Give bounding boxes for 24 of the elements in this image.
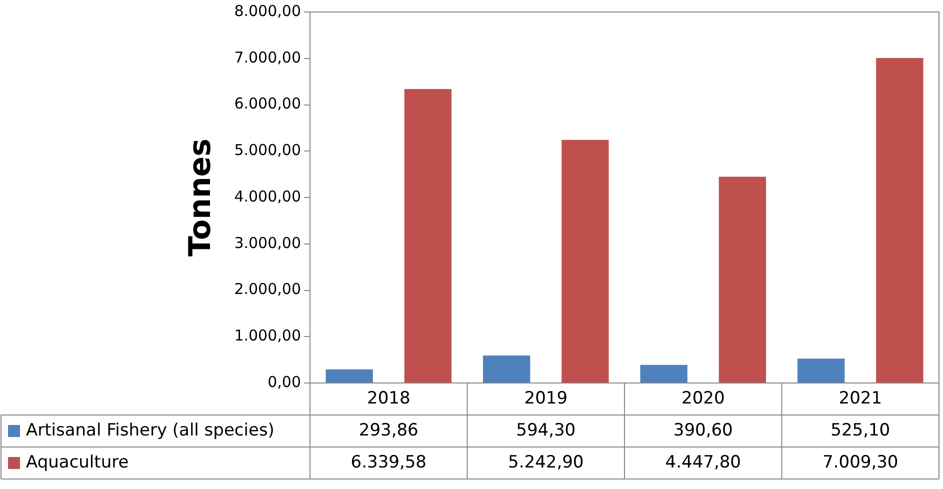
data-label: 6.339,58 [350,452,426,472]
x-tick-label: 2021 [838,388,882,408]
y-tick-label: 8.000,00 [234,2,301,20]
legend-label: Artisanal Fishery (all species) [26,420,274,440]
y-tick-label: 4.000,00 [234,187,301,206]
y-tick-label: 5.000,00 [234,141,301,160]
legend-label: Aquaculture [26,452,129,472]
data-label: 390,60 [673,420,733,440]
data-label: 7.009,30 [822,452,898,472]
y-tick-label: 2.000,00 [234,280,301,298]
y-tick-label: 6.000,00 [234,94,301,113]
data-label: 594,30 [516,420,576,440]
y-axis-title: Tonnes [182,138,218,257]
y-tick-label: 0,00 [268,372,301,391]
data-label: 525,10 [830,420,890,440]
data-label: 293,86 [358,420,418,440]
data-label: 5.242,90 [508,452,584,472]
x-tick-label: 2019 [524,388,568,408]
y-tick-label: 3.000,00 [234,234,301,252]
y-tick-label: 1.000,00 [234,326,301,345]
x-tick-label: 2018 [366,388,410,408]
x-tick-label: 2020 [681,388,725,408]
data-label: 4.447,80 [665,452,741,472]
y-tick-label: 7.000,00 [234,48,301,66]
